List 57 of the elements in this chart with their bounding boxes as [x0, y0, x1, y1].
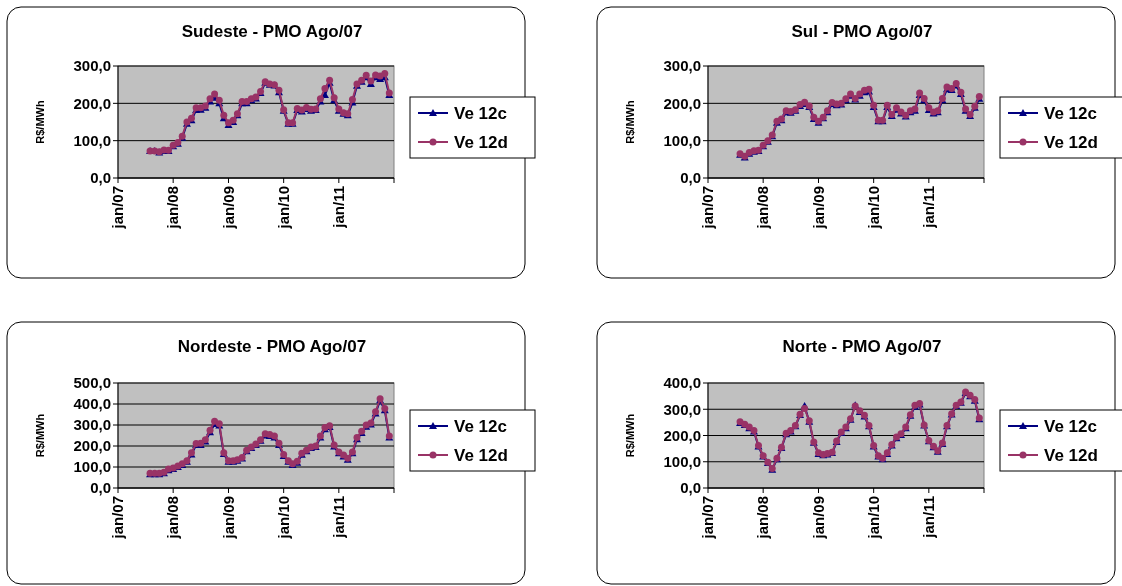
y-tick-label: 200,0 [663, 426, 701, 444]
x-tick-label: jan/10 [274, 186, 292, 230]
x-tick-label: jan/11 [330, 496, 348, 539]
x-tick-label: jan/10 [864, 496, 882, 540]
point [321, 84, 329, 92]
y-tick-label: 100,0 [73, 131, 111, 149]
y-axis-title: R$/MWh [34, 100, 46, 144]
y-tick-label: 500,0 [73, 374, 111, 392]
x-tick-label: jan/07 [109, 186, 127, 230]
y-axis-title: R$/MWh [34, 413, 46, 458]
x-tick-label: jan/10 [274, 496, 292, 540]
legend-label: Ve 12c [1044, 416, 1097, 436]
legend-label: Ve 12d [1044, 445, 1098, 465]
x-tick-label: jan/07 [109, 496, 127, 540]
x-tick-label: jan/09 [219, 186, 237, 230]
y-axis-title: R$/MWh [624, 413, 636, 458]
x-tick-label: jan/09 [809, 186, 827, 230]
y-tick-label: 0,0 [90, 169, 111, 187]
chart-title: Sul - PMO Ago/07 [791, 22, 933, 41]
chart-title: Nordeste - PMO Ago/07 [177, 337, 367, 356]
y-tick-label: 0,0 [680, 169, 701, 187]
y-tick-label: 400,0 [663, 374, 701, 392]
x-tick-label: jan/08 [754, 186, 772, 230]
y-tick-label: 300,0 [73, 416, 111, 434]
chart-title: Norte - PMO Ago/07 [782, 337, 942, 356]
x-tick-label: jan/07 [699, 496, 717, 540]
y-tick-label: 0,0 [680, 479, 701, 497]
point [381, 69, 389, 77]
legend-label: Ve 12d [454, 132, 508, 152]
y-tick-label: 200,0 [73, 94, 111, 112]
x-tick-label: jan/08 [754, 496, 772, 540]
y-tick-label: 100,0 [663, 131, 701, 149]
x-tick-label: jan/10 [864, 186, 882, 230]
x-tick-label: jan/11 [920, 186, 938, 229]
x-tick-label: jan/09 [809, 496, 827, 540]
legend-label: Ve 12c [454, 103, 507, 123]
y-tick-label: 0,0 [90, 479, 111, 497]
chart-title: Sudeste - PMO Ago/07 [181, 22, 363, 41]
y-tick-label: 400,0 [73, 395, 111, 413]
legend-label: Ve 12c [1044, 103, 1097, 123]
y-tick-label: 300,0 [663, 57, 701, 75]
y-tick-label: 100,0 [73, 458, 111, 476]
legend-label: Ve 12c [454, 416, 507, 436]
x-tick-label: jan/11 [920, 496, 938, 539]
x-tick-label: jan/07 [699, 186, 717, 230]
y-tick-label: 100,0 [663, 453, 701, 470]
legend-label: Ve 12d [1044, 132, 1098, 152]
y-tick-label: 200,0 [73, 437, 111, 455]
legend-label: Ve 12d [454, 445, 508, 465]
y-axis-title: R$/MWh [624, 100, 636, 144]
y-tick-label: 200,0 [663, 94, 701, 112]
y-tick-label: 300,0 [663, 400, 701, 418]
x-tick-label: jan/08 [164, 186, 182, 230]
y-tick-label: 300,0 [73, 57, 111, 75]
x-tick-label: jan/09 [219, 496, 237, 540]
x-tick-label: jan/11 [330, 186, 348, 229]
x-tick-label: jan/08 [164, 496, 182, 540]
